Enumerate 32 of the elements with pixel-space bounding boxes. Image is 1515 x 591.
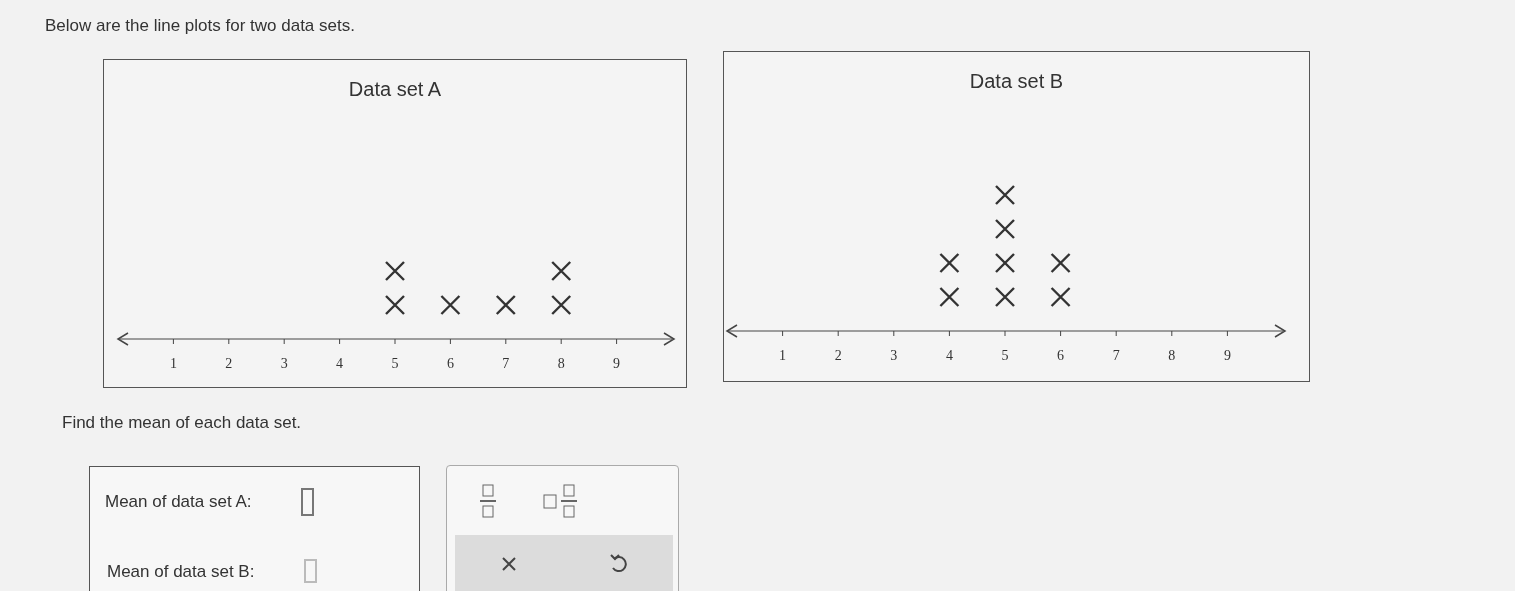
x-tick-label: 3 bbox=[890, 347, 898, 363]
x-tick-label: 6 bbox=[446, 355, 454, 371]
point bbox=[939, 286, 960, 308]
x-tick-label: 3 bbox=[280, 355, 288, 371]
point bbox=[994, 252, 1016, 274]
chart-title: Data set A bbox=[347, 78, 443, 101]
point bbox=[994, 184, 1016, 206]
x-tick-label: 4 bbox=[336, 355, 344, 371]
x-tick-label: 7 bbox=[1112, 347, 1120, 363]
chart-title: Data set B bbox=[968, 70, 1065, 93]
x-tick-label: 8 bbox=[557, 355, 565, 371]
text: Mean of data set A: bbox=[105, 492, 252, 512]
text: Find the mean of each data set. bbox=[62, 413, 302, 433]
x-tick-label: 9 bbox=[613, 355, 621, 371]
text: Mean of data set B: bbox=[107, 562, 255, 582]
x-tick-label: 2 bbox=[834, 347, 842, 363]
point bbox=[1050, 286, 1071, 308]
text: Below are the line plots for two data sets. bbox=[45, 16, 355, 36]
point bbox=[1050, 252, 1071, 274]
x-tick-label: 1 bbox=[779, 347, 787, 363]
x-tick-label: 2 bbox=[225, 355, 233, 371]
x-tick-label: 1 bbox=[169, 355, 177, 371]
x-tick-label: 6 bbox=[1057, 347, 1065, 363]
x-tick-label: 5 bbox=[391, 355, 399, 371]
x-tick-label: 9 bbox=[1223, 347, 1231, 363]
x-tick-label: 4 bbox=[945, 347, 953, 363]
x-tick-label: 8 bbox=[1168, 347, 1176, 363]
point bbox=[994, 286, 1016, 308]
point bbox=[939, 252, 960, 274]
x-tick-label: 5 bbox=[1001, 347, 1009, 363]
x-tick-label: 7 bbox=[502, 355, 510, 371]
point bbox=[994, 218, 1016, 240]
